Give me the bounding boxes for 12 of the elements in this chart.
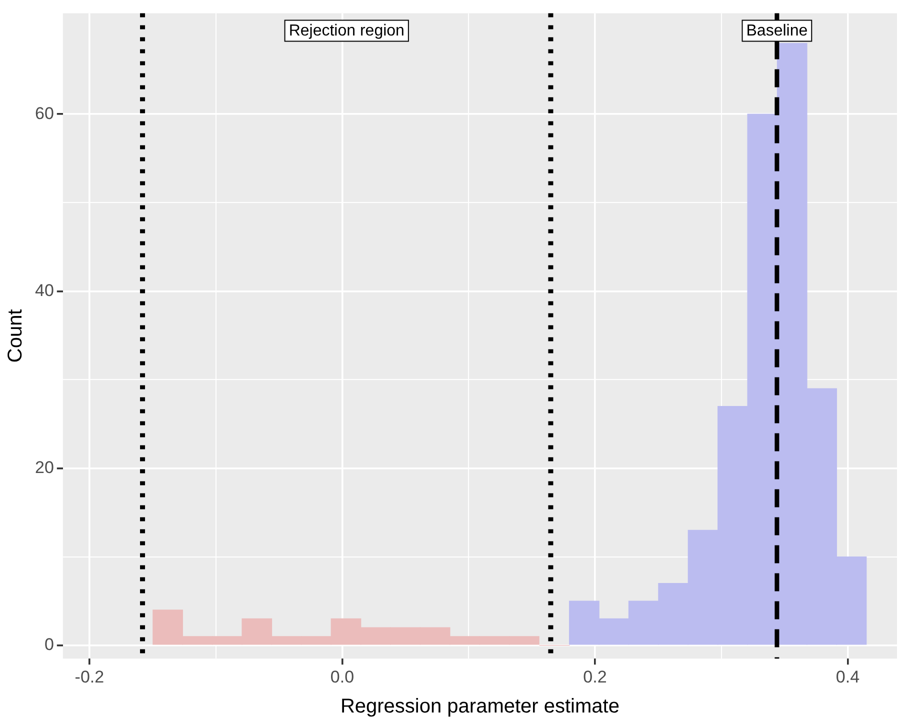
x-axis-title: Regression parameter estimate xyxy=(340,696,620,718)
x-tick-label: 0.2 xyxy=(583,667,607,686)
ref-line-label: Baseline xyxy=(746,22,808,40)
x-tick-label: 0.0 xyxy=(330,667,354,686)
x-tick-label: 0.4 xyxy=(836,667,860,686)
annotation: Rejection region xyxy=(288,22,404,40)
x-tick-label: -0.2 xyxy=(74,667,104,686)
y-tick-label: 60 xyxy=(34,104,54,123)
y-tick-label: 0 xyxy=(44,635,54,654)
y-tick-label: 20 xyxy=(34,458,54,477)
y-axis-title: Count xyxy=(4,308,27,363)
y-tick-label: 40 xyxy=(34,280,54,300)
